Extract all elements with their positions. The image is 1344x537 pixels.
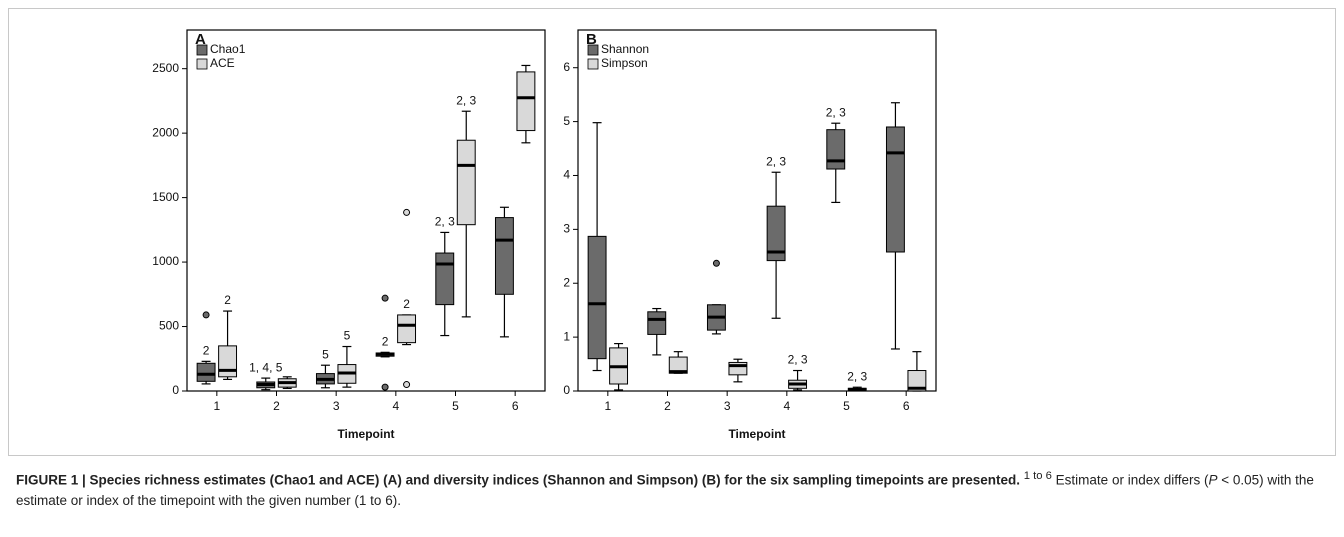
y-tick-label: 2000: [152, 125, 179, 139]
box: [494, 217, 514, 295]
y-tick-label: 6: [563, 60, 570, 74]
box: [196, 362, 216, 382]
x-tick-label: 1: [604, 399, 611, 413]
x-tick-label: 3: [333, 399, 340, 413]
x-axis-label: Timepoint: [337, 427, 394, 441]
outlier: [381, 294, 389, 302]
box: [397, 314, 417, 344]
caption-text: Estimate or index differs (: [1051, 472, 1209, 488]
annotation: 2, 3: [456, 93, 476, 107]
x-tick-label: 2: [273, 399, 280, 413]
y-tick-label: 5: [563, 114, 570, 128]
legend-label: ACE: [210, 56, 235, 70]
outlier: [381, 383, 389, 391]
box: [587, 235, 607, 360]
annotation: 1, 4, 5: [249, 360, 283, 374]
y-tick-label: 3: [563, 222, 570, 236]
box: [907, 370, 927, 392]
annotation: 5: [344, 329, 351, 343]
x-tick-label: 5: [452, 399, 459, 413]
box: [516, 71, 536, 132]
caption-superscript: 1 to 6: [1023, 470, 1052, 482]
annotation: 2, 3: [766, 154, 786, 168]
y-tick-label: 1: [563, 329, 570, 343]
annotation: 2, 3: [847, 369, 867, 383]
box: [668, 356, 688, 374]
x-tick-label: 1: [213, 399, 220, 413]
y-tick-label: 4: [563, 168, 570, 182]
x-tick-label: 4: [783, 399, 790, 413]
box: [826, 129, 846, 170]
box: [766, 205, 786, 262]
y-tick-label: 1000: [152, 254, 179, 268]
x-tick-label: 4: [392, 399, 399, 413]
outlier: [202, 311, 210, 319]
x-axis-label: Timepoint: [728, 427, 785, 441]
annotation: 2: [224, 293, 231, 307]
box: [456, 139, 476, 226]
y-tick-label: 2: [563, 275, 570, 289]
legend-label: Chao1: [210, 42, 246, 56]
annotation: 2, 3: [435, 215, 455, 229]
annotation: 2: [403, 297, 410, 311]
y-tick-label: 2500: [152, 61, 179, 75]
figure-frame: [8, 8, 1336, 456]
outlier: [403, 208, 411, 216]
y-tick-label: 0: [563, 383, 570, 397]
annotation: 2: [203, 344, 210, 358]
chart: A 0 500 1000 1500 2000 2500 1 2 3 4 5 6 Timepoint Chao…: [152, 29, 937, 441]
legend-swatch: [196, 44, 208, 56]
plot-frame: [577, 29, 937, 392]
x-tick-label: 5: [843, 399, 850, 413]
caption-text: < 0.05) with the estimate or index of th…: [16, 472, 1314, 508]
legend-swatch: [587, 44, 599, 56]
x-tick-label: 3: [724, 399, 731, 413]
x-tick-label: 2: [664, 399, 671, 413]
legend-swatch: [196, 58, 208, 70]
y-tick-label: 500: [159, 319, 179, 333]
box: [885, 126, 905, 253]
caption: FIGURE 1 | Species richness estimates (C…: [16, 466, 1326, 511]
box: [218, 345, 238, 378]
annotation: 2, 3: [788, 353, 808, 367]
annotation: 2, 3: [826, 105, 846, 119]
x-tick-label: 6: [903, 399, 910, 413]
annotation: 5: [322, 347, 329, 361]
y-tick-label: 0: [172, 383, 179, 397]
legend-label: Simpson: [601, 56, 648, 70]
outlier: [712, 259, 720, 267]
annotation: 2: [382, 334, 389, 348]
legend-label: Shannon: [601, 42, 649, 56]
caption-italic: P: [1208, 472, 1218, 488]
box: [435, 252, 455, 306]
panel-label: A: [195, 31, 206, 48]
box: [647, 311, 667, 335]
plot-frame: [186, 29, 546, 392]
outlier: [403, 381, 411, 389]
panel-label: B: [586, 31, 597, 48]
legend-swatch: [587, 58, 599, 70]
caption-bold: FIGURE 1 | Species richness estimates (C…: [16, 472, 1020, 488]
x-tick-label: 6: [512, 399, 519, 413]
y-tick-label: 1500: [152, 190, 179, 204]
